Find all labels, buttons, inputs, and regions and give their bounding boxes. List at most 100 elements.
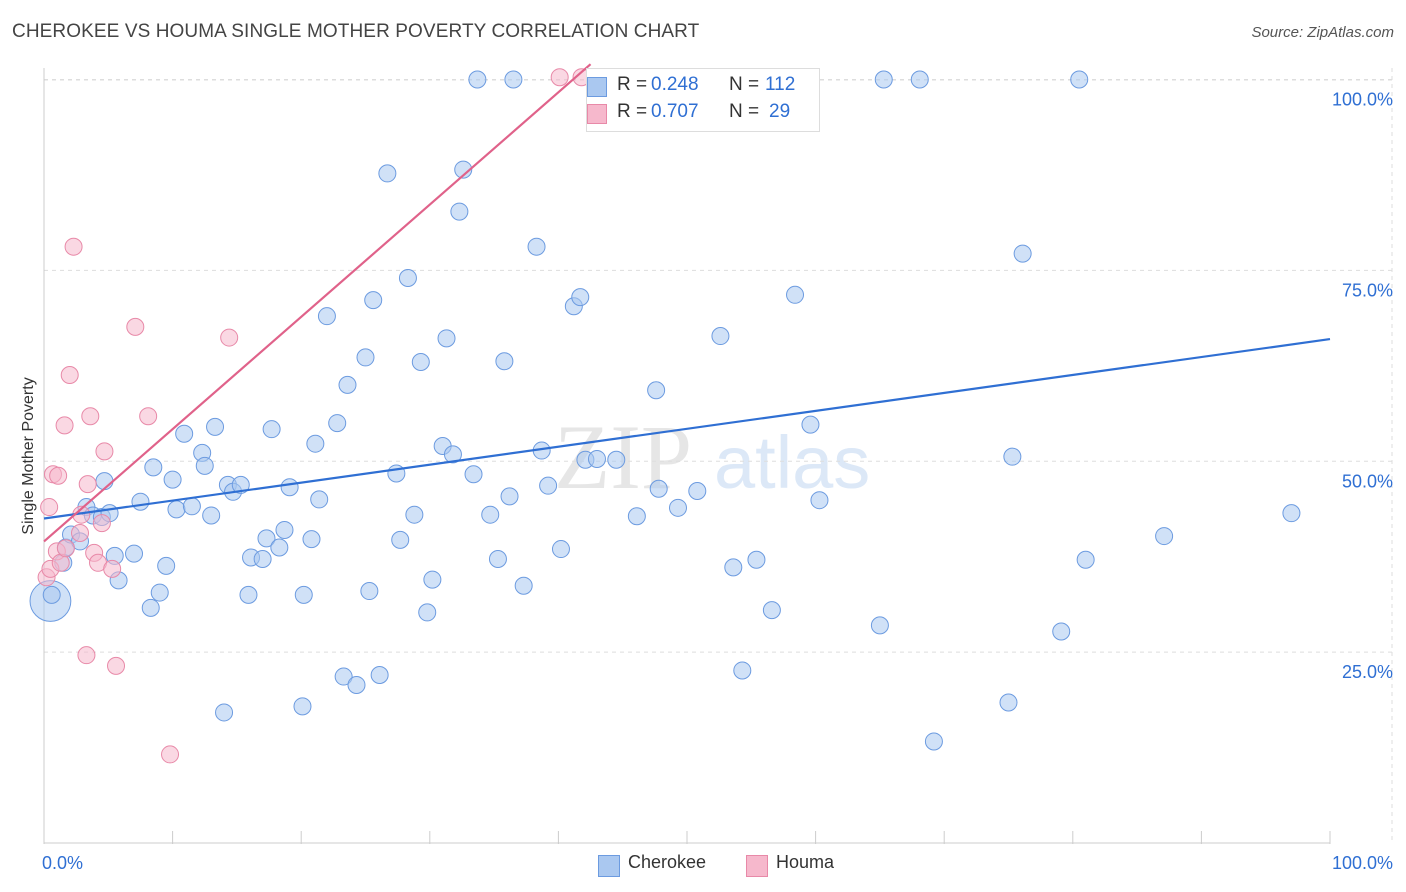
houma-point <box>77 646 96 665</box>
cherokee-point <box>334 667 353 686</box>
cherokee-point <box>1282 504 1301 523</box>
correlation-legend: R = 0.248 N = 112 R = 0.707 N = 29 <box>586 68 820 132</box>
houma-point <box>103 559 122 578</box>
cherokee-point <box>495 352 514 371</box>
cherokee-point <box>270 538 289 557</box>
cherokee-point <box>1003 447 1022 466</box>
houma-point <box>161 745 180 764</box>
cherokee-point <box>500 487 519 506</box>
legend-r-label: R = <box>617 101 648 122</box>
y-tick-label: 100.0% <box>1332 90 1393 110</box>
houma-point <box>139 407 158 426</box>
cherokee-point <box>411 352 430 371</box>
chart-title: CHEROKEE VS HOUMA SINGLE MOTHER POVERTY … <box>12 21 700 42</box>
houma-point <box>107 656 126 675</box>
cherokee-point <box>378 164 397 183</box>
cherokee-point <box>801 415 820 434</box>
cherokee-point <box>423 570 442 589</box>
cherokee-point <box>195 456 214 475</box>
cherokee-point <box>551 540 570 559</box>
tick-labels: 25.0% 50.0% 75.0% 100.0% 0.0% 100.0% <box>42 90 1393 874</box>
legend-n-value: 112 <box>765 74 796 95</box>
cherokee-point <box>874 70 893 89</box>
legend-n-label: N = <box>729 74 760 95</box>
cherokee-point <box>150 583 169 602</box>
cherokee-point <box>649 479 668 498</box>
axes <box>43 68 1331 844</box>
cherokee-point <box>370 666 389 685</box>
cherokee-point <box>347 675 366 694</box>
watermark-atlas: atlas <box>714 421 870 504</box>
cherokee-point <box>338 375 357 394</box>
cherokee-point <box>724 558 743 577</box>
cherokee-swatch <box>587 77 607 97</box>
cherokee-point <box>302 530 321 549</box>
houma-point <box>49 466 68 485</box>
cherokee-point <box>239 585 258 604</box>
trendlines <box>43 63 1331 543</box>
cherokee-point <box>125 544 144 563</box>
bottom-legend-houma: Houma <box>746 852 856 878</box>
legend-n-label: N = <box>729 101 760 122</box>
cherokee-trendline <box>43 338 1331 520</box>
houma-point <box>95 442 114 461</box>
cherokee-point <box>910 70 929 89</box>
source-label: Source: ZipAtlas.com <box>1251 24 1394 41</box>
cherokee-point <box>504 70 523 89</box>
cherokee-point <box>711 327 730 346</box>
houma-point <box>81 407 100 426</box>
cherokee-point <box>398 269 417 288</box>
cherokee-point <box>364 291 383 310</box>
cherokee-point <box>131 492 150 511</box>
cherokee-point <box>688 482 707 501</box>
y-tick-label: 25.0% <box>1342 662 1393 682</box>
cherokee-point <box>810 491 829 510</box>
cherokee-point <box>202 506 221 525</box>
cherokee-point <box>668 498 687 517</box>
cherokee-point <box>587 449 606 468</box>
cherokee-point <box>418 603 437 622</box>
cherokee-point <box>443 445 462 464</box>
cherokee-point <box>280 478 299 497</box>
cherokee-point <box>870 616 889 635</box>
cherokee-point <box>1013 244 1032 263</box>
cherokee-point <box>167 500 186 519</box>
cherokee-point <box>924 732 943 751</box>
cherokee-point <box>786 285 805 304</box>
cherokee-point <box>747 550 766 569</box>
cherokee-point <box>627 507 646 526</box>
legend-r-label: R = <box>617 74 648 95</box>
cherokee-point <box>391 530 410 549</box>
cherokee-point <box>356 348 375 367</box>
legend-r-value: 0.707 <box>651 101 699 122</box>
cherokee-point <box>257 529 276 548</box>
cherokee-point <box>488 549 507 568</box>
houma-swatch <box>587 104 607 124</box>
cherokee-point <box>1070 70 1089 89</box>
cherokee-point <box>262 420 281 439</box>
cherokee-point <box>95 472 114 491</box>
cherokee-point <box>468 70 487 89</box>
houma-point <box>550 68 569 87</box>
cherokee-point <box>144 458 163 477</box>
cherokee-point <box>1052 622 1071 641</box>
cherokee-swatch <box>598 855 620 877</box>
cherokee-point <box>762 601 781 620</box>
cherokee-point <box>294 585 313 604</box>
houma-points <box>37 68 610 764</box>
houma-point <box>126 317 145 336</box>
houma-trendline <box>43 63 592 543</box>
cherokee-point <box>275 520 294 539</box>
cherokee-point <box>1155 527 1174 546</box>
houma-swatch <box>746 855 768 877</box>
cherokee-point <box>607 450 626 469</box>
houma-point <box>78 475 97 494</box>
houma-point <box>60 365 79 384</box>
cherokee-point <box>450 202 469 221</box>
bottom-legend-cherokee: Cherokee <box>598 852 728 878</box>
cherokee-point <box>437 329 456 348</box>
houma-point <box>56 539 75 558</box>
houma-legend-label: Houma <box>776 852 835 872</box>
cherokee-point <box>571 288 590 307</box>
